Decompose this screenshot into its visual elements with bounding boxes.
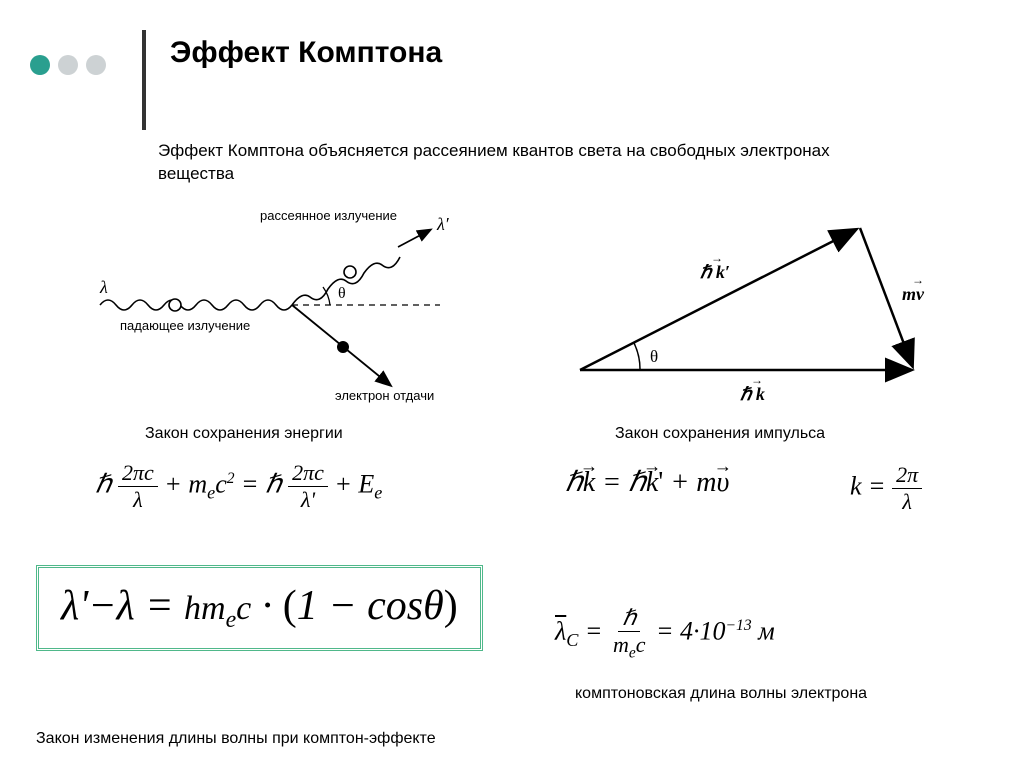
formula-energy: ℏ 2πcλ + mec2 = ℏ 2πcλ' + Ee xyxy=(95,460,382,513)
lambda-prime-label: λ′ xyxy=(436,214,450,234)
subtitle-text: Эффект Комптона объясняется рассеянием к… xyxy=(158,140,858,186)
vertex xyxy=(292,230,440,385)
caption-energy: Закон сохранения энергии xyxy=(145,425,343,443)
scattered-wave xyxy=(292,257,400,305)
caption-compton-length: комптоновская длина волны электрона xyxy=(575,685,867,703)
hollow-electron-2 xyxy=(344,266,356,278)
formula-compton-length: λC = ℏmec = 4·10−13 м xyxy=(555,605,775,662)
svg-text:→: → xyxy=(912,273,924,287)
bullet-2 xyxy=(58,55,78,75)
hk-prime-label: ℏ k′ xyxy=(700,262,730,282)
hk-label: ℏ k xyxy=(740,384,765,404)
mv-label: mv xyxy=(902,284,925,304)
scattered-arrow xyxy=(398,230,430,247)
incident-wave xyxy=(100,300,292,310)
formula-momentum: ℏk = ℏk' + mυ xyxy=(565,465,729,499)
recoil-label: электрон отдачи xyxy=(335,388,434,403)
bullet-1 xyxy=(30,55,50,75)
page-title: Эффект Комптона xyxy=(170,36,442,70)
scattered-label: рассеянное излучение xyxy=(260,208,397,223)
bullet-3 xyxy=(86,55,106,75)
title-bar xyxy=(142,30,146,130)
theta-arc-right xyxy=(634,343,640,370)
lambda-label: λ xyxy=(99,277,108,297)
bullet-row xyxy=(30,55,106,75)
theta-label-left: θ xyxy=(338,285,346,302)
svg-text:→: → xyxy=(751,373,763,387)
scattering-diagram: λ падающее излучение рассеянное излучени… xyxy=(99,208,450,403)
diagrams-svg: λ падающее излучение рассеянное излучени… xyxy=(80,190,960,410)
recoil-electron xyxy=(337,341,349,353)
momentum-triangle: θ ℏ k′ → ℏ k → mv → xyxy=(580,228,925,404)
svg-text:→: → xyxy=(711,251,723,265)
formula-k: k = 2πλ xyxy=(850,462,922,515)
incident-label: падающее излучение xyxy=(120,318,250,333)
caption-law-change: Закон изменения длины волны при комптон-… xyxy=(36,730,436,748)
caption-momentum: Закон сохранения импульса xyxy=(615,425,825,443)
hollow-electron-1 xyxy=(169,299,181,311)
theta-label-right: θ xyxy=(650,347,658,366)
boxed-formula: λ'−λ = hmec · (1 − cosθ) xyxy=(36,565,483,651)
